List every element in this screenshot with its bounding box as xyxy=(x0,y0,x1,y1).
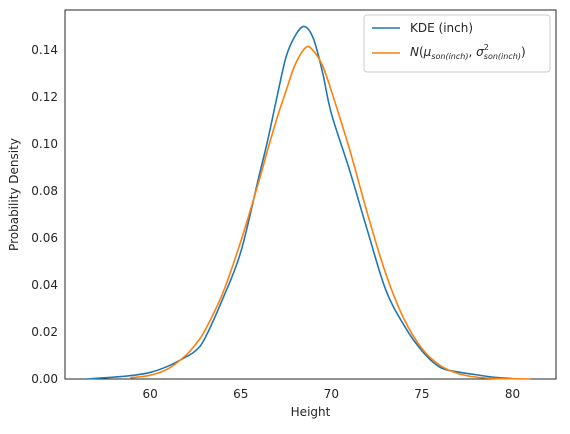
legend-normal-mu: μ xyxy=(423,45,432,59)
legend-label-kde: KDE (inch) xyxy=(410,21,473,35)
y-tick-label: 0.04 xyxy=(31,278,58,292)
x-tick-label: 60 xyxy=(143,387,158,401)
legend-label-normal: N(μson(inch), σ2 son(inch)) xyxy=(410,43,526,61)
kde-line xyxy=(86,25,513,380)
y-axis-label: Probability Density xyxy=(7,138,21,251)
y-tick-label: 0.14 xyxy=(31,43,58,57)
legend-normal-close: ) xyxy=(521,45,526,59)
plot-area xyxy=(64,9,557,380)
x-tick-label: 70 xyxy=(324,387,339,401)
x-tick-label: 80 xyxy=(505,387,520,401)
y-tick-label: 0.06 xyxy=(31,231,58,245)
x-tick-label: 75 xyxy=(414,387,429,401)
x-tick-label: 65 xyxy=(233,387,248,401)
y-tick-label: 0.02 xyxy=(31,325,58,339)
legend-normal-n: N xyxy=(410,45,419,59)
legend-normal-sep: , xyxy=(468,45,476,59)
legend-normal-sigma-sup: 2 xyxy=(484,43,489,52)
x-axis-ticks: 60 65 70 75 80 xyxy=(143,387,521,401)
y-tick-label: 0.00 xyxy=(31,372,58,386)
y-tick-label: 0.08 xyxy=(31,184,58,198)
legend-normal-open: ( xyxy=(419,45,424,59)
legend-normal-mu-sub: son(inch) xyxy=(431,52,468,61)
y-tick-label: 0.12 xyxy=(31,90,58,104)
y-axis-ticks: 0.00 0.02 0.04 0.06 0.08 0.10 0.12 0.14 xyxy=(31,43,58,386)
legend-normal-sigma-sub: son(inch) xyxy=(484,52,521,61)
y-tick-label: 0.10 xyxy=(31,137,58,151)
series-layer xyxy=(86,25,531,380)
x-axis-label: Height xyxy=(291,405,331,419)
legend-normal-sigma: σ xyxy=(476,45,484,59)
normal-fit-line xyxy=(130,45,531,380)
legend: KDE (inch) N(μson(inch), σ2 son(inch)) xyxy=(363,14,551,73)
legend-box xyxy=(363,14,551,73)
